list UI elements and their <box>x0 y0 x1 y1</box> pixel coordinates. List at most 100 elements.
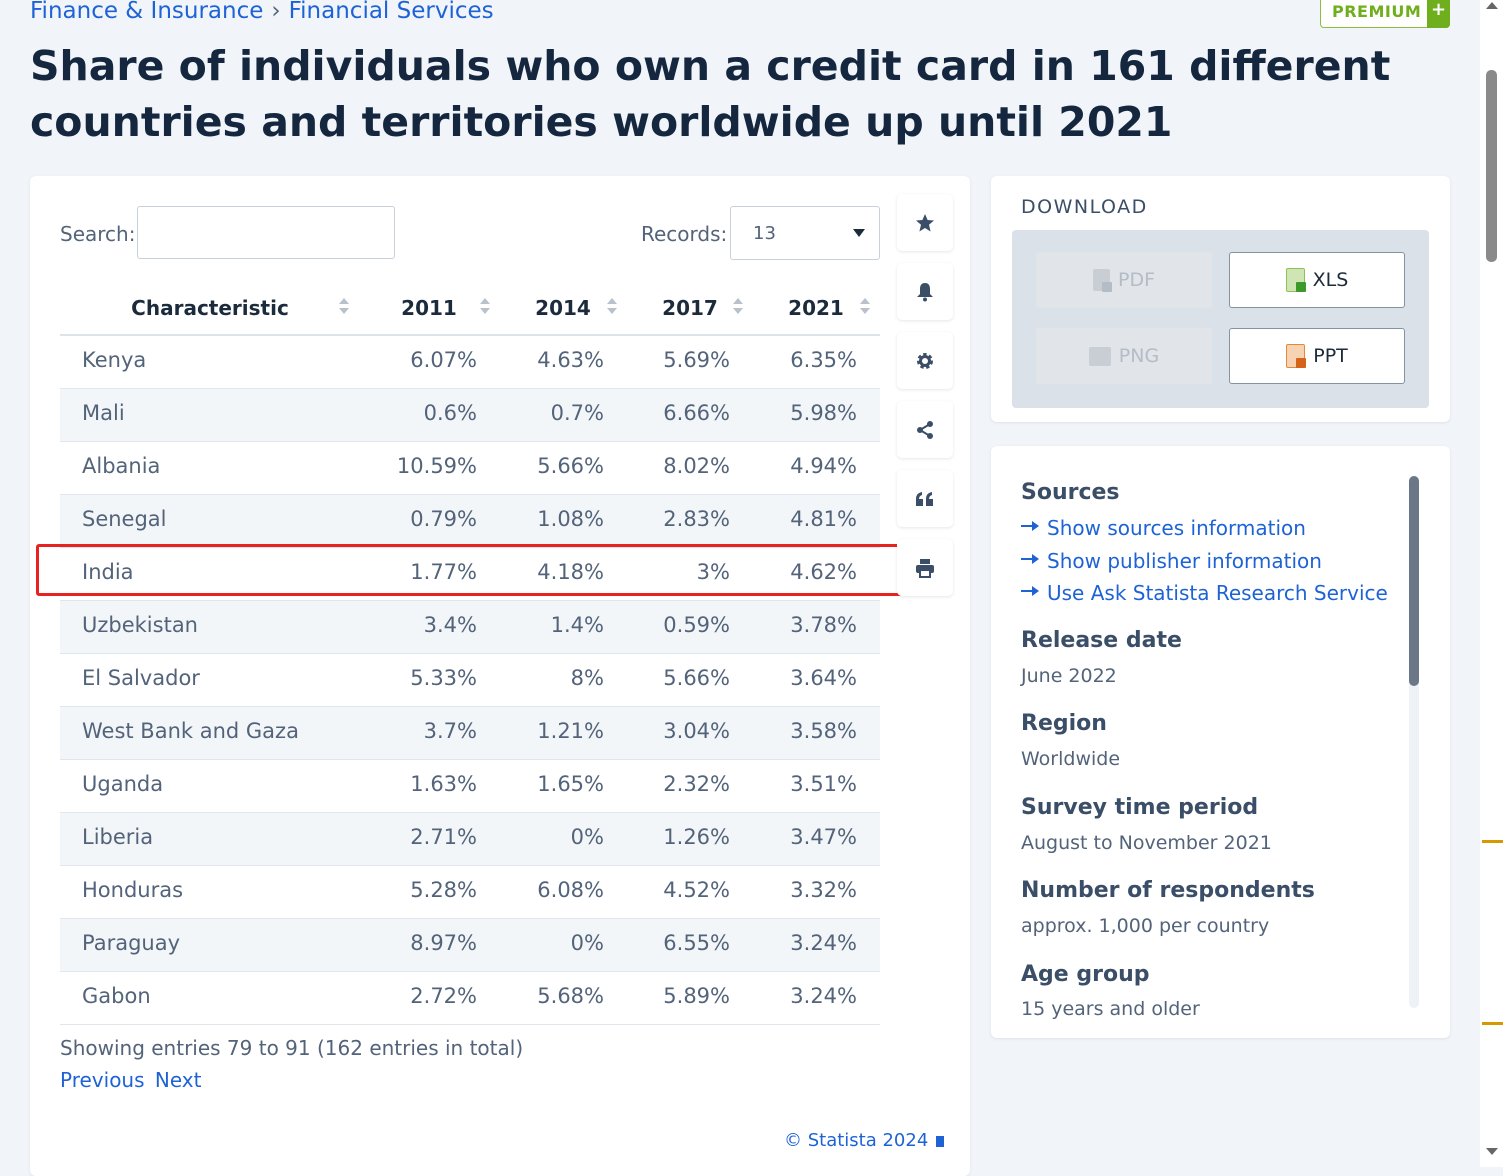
download-png-label: PNG <box>1118 345 1160 367</box>
sort-icon[interactable] <box>860 296 870 316</box>
table-row: Gabon 2.72% 5.68% 5.89% 3.24% <box>60 972 880 1025</box>
download-xls-button[interactable]: XLS <box>1229 252 1405 308</box>
next-link[interactable]: Next <box>154 1068 202 1092</box>
row-value: 1.77% <box>410 560 477 584</box>
records-value: 13 <box>753 223 776 244</box>
show-sources-label: Show sources information <box>1047 516 1306 540</box>
ask-statista-link[interactable]: Use Ask Statista Research Service <box>1021 581 1388 605</box>
download-pdf-button[interactable]: PDF <box>1036 252 1212 308</box>
scroll-down-icon[interactable] <box>1486 1148 1498 1155</box>
share-button[interactable] <box>897 401 953 458</box>
breadcrumb-separator: › <box>271 0 281 24</box>
breadcrumb-parent-link[interactable]: Finance & Insurance <box>30 0 264 24</box>
row-value: 3.24% <box>790 931 857 955</box>
show-publisher-link[interactable]: Show publisher information <box>1021 549 1322 573</box>
records-label: Records: <box>641 222 728 246</box>
column-header-characteristic[interactable]: Characteristic <box>131 296 289 320</box>
sort-icon[interactable] <box>733 296 743 316</box>
sort-icon[interactable] <box>607 296 617 316</box>
sources-scrollbar[interactable] <box>1409 476 1419 1008</box>
age-group-heading: Age group <box>1021 962 1150 987</box>
premium-plus-icon: + <box>1427 0 1450 28</box>
copyright[interactable]: © Statista 2024 <box>784 1130 945 1151</box>
respondents-value: approx. 1,000 per country <box>1021 915 1270 937</box>
row-value: 1.08% <box>537 507 604 531</box>
download-ppt-button[interactable]: PPT <box>1229 328 1405 384</box>
statistic-panel: Search: Records: 13 Characteristic 2011 … <box>30 176 970 1176</box>
breadcrumb-current-link[interactable]: Financial Services <box>288 0 494 24</box>
row-value: 6.07% <box>410 348 477 372</box>
row-value: 8.02% <box>663 454 730 478</box>
row-value: 4.52% <box>663 878 730 902</box>
column-header-2011[interactable]: 2011 <box>401 296 457 320</box>
pagination-info: Showing entries 79 to 91 (162 entries in… <box>60 1036 524 1060</box>
survey-period-heading: Survey time period <box>1021 795 1259 820</box>
column-header-2017[interactable]: 2017 <box>662 296 718 320</box>
row-value: 6.35% <box>790 348 857 372</box>
row-label: Mali <box>82 401 125 425</box>
row-value: 0.59% <box>663 613 730 637</box>
survey-period-value: August to November 2021 <box>1021 832 1272 854</box>
notification-button[interactable] <box>897 263 953 320</box>
row-label: Uganda <box>82 772 164 796</box>
scroll-marker <box>1482 840 1503 843</box>
table-body: Kenya 6.07% 4.63% 5.69% 6.35% Mali 0.6% 0.7% 6.6… <box>60 336 880 1025</box>
favorite-button[interactable] <box>897 194 953 251</box>
settings-button[interactable] <box>897 332 953 389</box>
row-label: India <box>82 560 134 584</box>
sources-panel: Sources Show sources information Show pu… <box>991 446 1450 1038</box>
search-input[interactable] <box>137 206 395 259</box>
citation-button[interactable] <box>897 470 953 527</box>
age-group-value: 15 years and older <box>1021 998 1200 1020</box>
sources-scrollbar-thumb[interactable] <box>1409 476 1419 686</box>
print-icon <box>916 558 934 578</box>
premium-label: PREMIUM <box>1332 2 1422 21</box>
data-table: Characteristic 2011 2014 2017 2021 Kenya… <box>60 282 880 1025</box>
scroll-up-icon[interactable] <box>1486 2 1498 9</box>
arrow-right-icon <box>1021 553 1039 564</box>
table-row: Uganda 1.63% 1.65% 2.32% 3.51% <box>60 760 880 813</box>
row-value: 2.83% <box>663 507 730 531</box>
arrow-right-icon <box>1021 520 1039 531</box>
row-value: 3.24% <box>790 984 857 1008</box>
row-value: 3.32% <box>790 878 857 902</box>
row-value: 8% <box>570 666 604 690</box>
column-header-2014[interactable]: 2014 <box>535 296 591 320</box>
table-row: El Salvador 5.33% 8% 5.66% 3.64% <box>60 654 880 707</box>
download-title: DOWNLOAD <box>1021 196 1148 218</box>
row-value: 5.69% <box>663 348 730 372</box>
flag-icon <box>936 1135 945 1147</box>
sort-icon[interactable] <box>339 296 349 316</box>
row-value: 0.6% <box>423 401 477 425</box>
breadcrumb: Finance & Insurance › Financial Services <box>30 0 494 24</box>
row-label: Gabon <box>82 984 151 1008</box>
png-file-icon <box>1088 346 1111 366</box>
row-value: 8.97% <box>410 931 477 955</box>
row-value: 0% <box>570 931 604 955</box>
row-value: 0.7% <box>550 401 604 425</box>
row-label: Senegal <box>82 507 167 531</box>
row-value: 10.59% <box>396 454 477 478</box>
column-header-2021[interactable]: 2021 <box>788 296 844 320</box>
download-png-button[interactable]: PNG <box>1036 328 1212 384</box>
row-label: Paraguay <box>82 931 181 955</box>
show-sources-link[interactable]: Show sources information <box>1021 516 1306 540</box>
sort-icon[interactable] <box>480 296 490 316</box>
records-select[interactable]: 13 <box>730 206 880 260</box>
row-value: 5.28% <box>410 878 477 902</box>
respondents-heading: Number of respondents <box>1021 878 1315 903</box>
row-label: Liberia <box>82 825 154 849</box>
premium-badge[interactable]: PREMIUM + <box>1320 0 1450 28</box>
search-label: Search: <box>60 222 136 246</box>
table-row: Mali 0.6% 0.7% 6.66% 5.98% <box>60 389 880 442</box>
print-button[interactable] <box>897 539 953 596</box>
page-scrollbar[interactable] <box>1480 0 1503 1167</box>
arrow-right-icon <box>1021 585 1039 596</box>
row-value: 1.21% <box>537 719 604 743</box>
row-value: 4.18% <box>537 560 604 584</box>
page-scrollbar-thumb[interactable] <box>1486 70 1497 262</box>
release-date-value: June 2022 <box>1021 665 1117 687</box>
row-value: 5.89% <box>663 984 730 1008</box>
previous-link[interactable]: Previous <box>60 1068 145 1092</box>
row-value: 1.4% <box>550 613 604 637</box>
